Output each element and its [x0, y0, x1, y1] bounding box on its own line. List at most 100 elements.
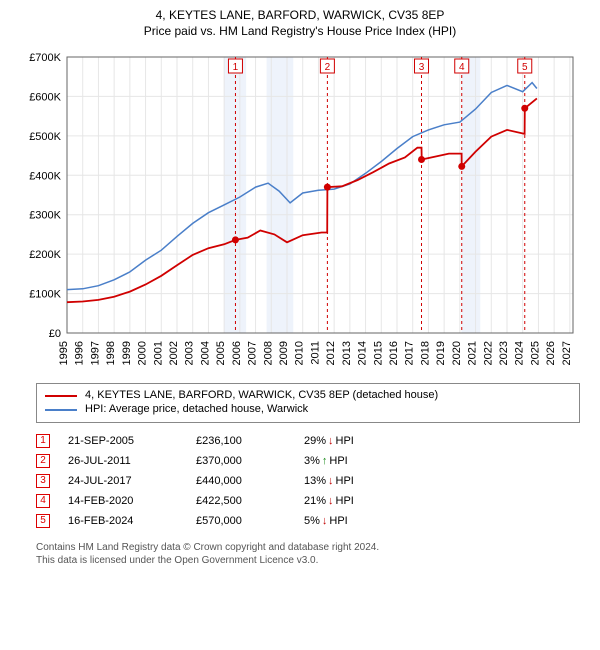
transaction-price: £370,000	[196, 455, 286, 467]
y-tick-label: £600K	[29, 92, 61, 104]
x-tick-label: 2017	[404, 341, 416, 365]
transaction-number-box: 2	[36, 454, 50, 468]
y-tick-label: £500K	[29, 131, 61, 143]
x-tick-label: 1995	[58, 341, 70, 365]
x-tick-label: 2004	[199, 341, 211, 365]
transaction-row: 414-FEB-2020£422,50021% ↓ HPI	[36, 491, 580, 511]
x-tick-label: 2008	[262, 341, 274, 365]
transaction-number-box: 1	[36, 434, 50, 448]
y-tick-label: £400K	[29, 170, 61, 182]
transaction-number-box: 4	[36, 494, 50, 508]
transaction-diff-label: HPI	[336, 475, 354, 487]
transaction-diff: 29% ↓ HPI	[304, 435, 354, 447]
x-tick-label: 1996	[74, 341, 86, 365]
chart-subtitle: Price paid vs. HM Land Registry's House …	[10, 24, 590, 40]
transaction-diff-pct: 29%	[304, 435, 326, 447]
transaction-diff-pct: 5%	[304, 515, 320, 527]
chart-container: 4, KEYTES LANE, BARFORD, WARWICK, CV35 8…	[0, 0, 600, 575]
x-tick-label: 2027	[561, 341, 573, 365]
x-tick-label: 2006	[231, 341, 243, 365]
y-tick-label: £200K	[29, 249, 61, 261]
x-tick-label: 1997	[89, 341, 101, 365]
x-tick-label: 2011	[309, 341, 321, 365]
legend-label: HPI: Average price, detached house, Warw…	[85, 403, 308, 417]
arrow-down-icon: ↓	[328, 475, 334, 487]
transaction-date: 16-FEB-2024	[68, 515, 178, 527]
legend-item: HPI: Average price, detached house, Warw…	[45, 403, 571, 417]
y-tick-label: £300K	[29, 210, 61, 222]
chart-title: 4, KEYTES LANE, BARFORD, WARWICK, CV35 8…	[10, 8, 590, 24]
legend-swatch	[45, 409, 77, 411]
x-tick-label: 1998	[105, 341, 117, 365]
footer-line-2: This data is licensed under the Open Gov…	[36, 554, 580, 567]
transaction-dot	[232, 237, 239, 244]
x-tick-label: 2014	[357, 341, 369, 365]
transaction-diff-pct: 21%	[304, 495, 326, 507]
transaction-dot	[521, 105, 528, 112]
transaction-price: £440,000	[196, 475, 286, 487]
x-tick-label: 2013	[341, 341, 353, 365]
transaction-row: 1 21-SEP-2005 £236,100 29% ↓ HPI	[36, 431, 580, 451]
legend-label: 4, KEYTES LANE, BARFORD, WARWICK, CV35 8…	[85, 389, 438, 403]
transaction-date: 26-JUL-2011	[68, 455, 178, 467]
transaction-marker-number: 1	[233, 62, 239, 73]
transaction-dot	[324, 184, 331, 191]
transaction-diff-pct: 3%	[304, 455, 320, 467]
transaction-number-box: 5	[36, 514, 50, 528]
legend-item: 4, KEYTES LANE, BARFORD, WARWICK, CV35 8…	[45, 389, 571, 403]
footer-note: Contains HM Land Registry data © Crown c…	[36, 541, 580, 567]
transaction-marker-number: 5	[522, 62, 528, 73]
transaction-price: £570,000	[196, 515, 286, 527]
transaction-marker-number: 3	[419, 62, 425, 73]
transactions-table: 1 21-SEP-2005 £236,100 29% ↓ HPI 2 26-JUL-201…	[36, 431, 580, 531]
transaction-row: 5 16-FEB-2024 £570,000 5% ↓ HPI	[36, 511, 580, 531]
x-tick-label: 2020	[451, 341, 463, 365]
transaction-row: 3 24-JUL-2017 £440,000 13% ↓ HPI	[36, 471, 580, 491]
x-tick-label: 2025	[529, 341, 541, 365]
x-tick-label: 2023	[498, 341, 510, 365]
x-tick-label: 2015	[372, 341, 384, 365]
transaction-price: £422,500	[196, 495, 286, 507]
x-tick-label: 2009	[278, 341, 290, 365]
legend-swatch	[45, 395, 77, 397]
x-tick-label: 2005	[215, 341, 227, 365]
arrow-down-icon: ↓	[328, 435, 334, 447]
x-tick-label: 2016	[388, 341, 400, 365]
price-chart: £0 £100K £200K £300K £400K £500K £600K £700K 199…	[15, 47, 585, 377]
transaction-row: 2 26-JUL-2011 £370,000 3% ↑ HPI	[36, 451, 580, 471]
x-tick-label: 2010	[294, 341, 306, 365]
transaction-marker-number: 4	[459, 62, 465, 73]
y-tick-label: £0	[49, 328, 61, 340]
x-tick-label: 2019	[435, 341, 447, 365]
transaction-number-box: 3	[36, 474, 50, 488]
x-tick-label: 2012	[325, 341, 337, 365]
arrow-up-icon: ↑	[322, 455, 328, 467]
arrow-down-icon: ↓	[328, 495, 334, 507]
x-tick-label: 2022	[482, 341, 494, 365]
x-tick-label: 2003	[184, 341, 196, 365]
transaction-diff: 13% ↓ HPI	[304, 475, 354, 487]
arrow-down-icon: ↓	[322, 515, 328, 527]
y-tick-label: £100K	[29, 289, 61, 301]
transaction-diff-label: HPI	[329, 515, 347, 527]
transaction-date: 21-SEP-2005	[68, 435, 178, 447]
x-tick-label: 2000	[137, 341, 149, 365]
transaction-dot	[458, 163, 465, 170]
transaction-diff: 3% ↑ HPI	[304, 455, 348, 467]
transaction-price: £236,100	[196, 435, 286, 447]
legend: 4, KEYTES LANE, BARFORD, WARWICK, CV35 8…	[36, 383, 580, 423]
transaction-diff-label: HPI	[336, 435, 354, 447]
x-tick-label: 1999	[121, 341, 133, 365]
x-tick-label: 2007	[247, 341, 259, 365]
transaction-diff: 21% ↓ HPI	[304, 495, 354, 507]
x-tick-label: 2024	[514, 341, 526, 365]
transaction-date: 24-JUL-2017	[68, 475, 178, 487]
transaction-diff-label: HPI	[329, 455, 347, 467]
transaction-diff-label: HPI	[336, 495, 354, 507]
y-tick-label: £700K	[29, 52, 61, 64]
transaction-diff: 5% ↓ HPI	[304, 515, 348, 527]
x-tick-label: 2001	[152, 341, 164, 365]
transaction-diff-pct: 13%	[304, 475, 326, 487]
x-tick-label: 2021	[467, 341, 479, 365]
footer-line-1: Contains HM Land Registry data © Crown c…	[36, 541, 580, 554]
